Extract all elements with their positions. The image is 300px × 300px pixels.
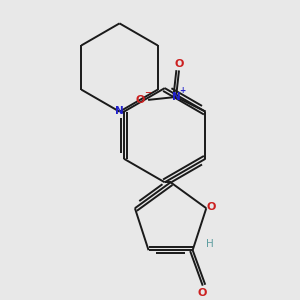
Text: O: O (174, 59, 184, 69)
Text: O: O (207, 202, 216, 212)
Text: O: O (135, 95, 145, 105)
Text: H: H (206, 239, 214, 249)
Text: N: N (172, 92, 181, 102)
Text: N: N (115, 106, 124, 116)
Text: +: + (180, 86, 186, 95)
Text: O: O (198, 288, 207, 298)
Text: −: − (145, 88, 152, 97)
